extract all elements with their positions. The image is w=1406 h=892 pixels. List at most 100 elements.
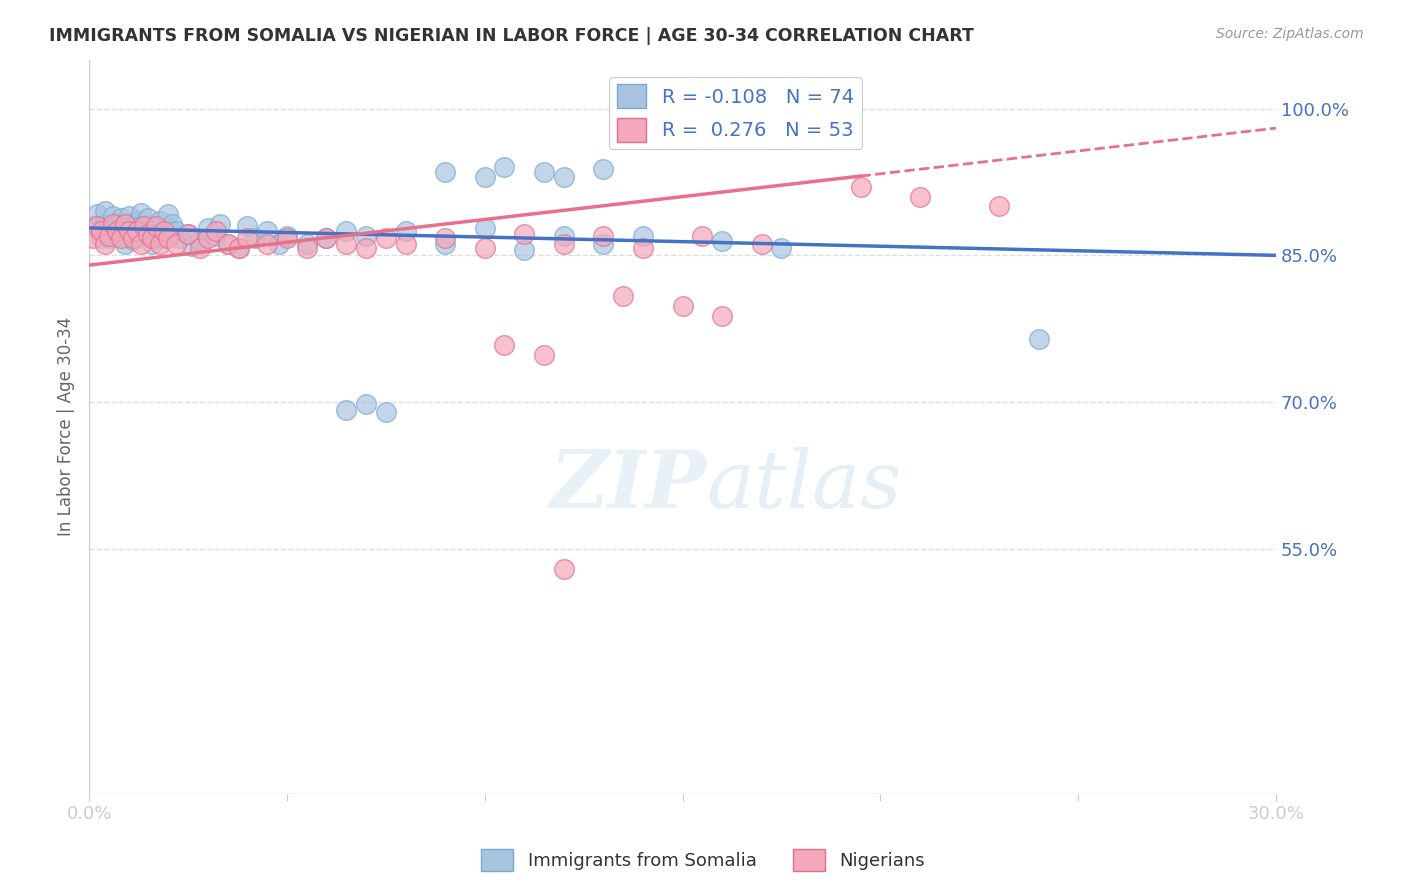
Point: [165, 224, 187, 238]
Y-axis label: In Labor Force | Age 30-34: In Labor Force | Age 30-34: [58, 317, 75, 536]
Point: [97, 228, 120, 243]
Point: [671, 299, 693, 313]
Point: [592, 162, 614, 177]
Point: [553, 236, 575, 251]
Point: [335, 236, 357, 251]
Point: [315, 231, 337, 245]
Point: [157, 231, 180, 245]
Point: [129, 219, 152, 233]
Point: [86, 219, 108, 233]
Point: [97, 221, 120, 235]
Point: [631, 228, 654, 243]
Point: [188, 234, 211, 248]
Point: [217, 236, 239, 251]
Point: [228, 240, 250, 254]
Point: [157, 221, 180, 235]
Point: [690, 228, 713, 243]
Point: [157, 207, 180, 221]
Point: [82, 231, 104, 245]
Point: [188, 240, 211, 254]
Point: [177, 227, 200, 241]
Point: [374, 405, 396, 419]
Point: [101, 227, 124, 241]
Point: [82, 219, 104, 233]
Point: [354, 228, 377, 243]
Point: [553, 228, 575, 243]
Point: [90, 224, 112, 238]
Point: [256, 236, 278, 251]
Point: [149, 228, 172, 243]
Point: [908, 189, 931, 203]
Point: [1028, 332, 1050, 346]
Point: [751, 236, 773, 251]
Point: [145, 221, 167, 235]
Point: [138, 211, 160, 226]
Point: [770, 240, 793, 254]
Point: [197, 221, 219, 235]
Point: [434, 231, 457, 245]
Point: [110, 224, 132, 238]
Point: [267, 236, 290, 251]
Point: [256, 224, 278, 238]
Point: [494, 161, 516, 175]
Point: [149, 236, 172, 251]
Point: [276, 231, 298, 245]
Point: [474, 221, 496, 235]
Point: [394, 236, 416, 251]
Point: [90, 231, 112, 245]
Point: [177, 227, 200, 241]
Point: [204, 224, 226, 238]
Point: [217, 236, 239, 251]
Point: [97, 231, 120, 245]
Point: [612, 289, 634, 303]
Point: [513, 227, 536, 241]
Point: [276, 228, 298, 243]
Point: [145, 219, 167, 233]
Legend: Immigrants from Somalia, Nigerians: Immigrants from Somalia, Nigerians: [474, 842, 932, 879]
Point: [245, 231, 267, 245]
Point: [101, 217, 124, 231]
Point: [169, 231, 191, 245]
Point: [208, 217, 231, 231]
Point: [228, 240, 250, 254]
Point: [117, 209, 139, 223]
Point: [114, 236, 136, 251]
Point: [204, 228, 226, 243]
Point: [711, 309, 734, 323]
Point: [553, 561, 575, 575]
Point: [533, 348, 555, 362]
Point: [138, 228, 160, 243]
Point: [114, 217, 136, 231]
Legend: R = -0.108   N = 74, R =  0.276   N = 53: R = -0.108 N = 74, R = 0.276 N = 53: [609, 77, 862, 149]
Point: [149, 214, 172, 228]
Point: [513, 244, 536, 258]
Point: [125, 227, 148, 241]
Point: [114, 217, 136, 231]
Point: [295, 236, 318, 251]
Point: [849, 179, 872, 194]
Point: [117, 224, 139, 238]
Text: IMMIGRANTS FROM SOMALIA VS NIGERIAN IN LABOR FORCE | AGE 30-34 CORRELATION CHART: IMMIGRANTS FROM SOMALIA VS NIGERIAN IN L…: [49, 27, 974, 45]
Point: [494, 338, 516, 352]
Point: [553, 169, 575, 184]
Point: [141, 236, 163, 251]
Point: [295, 240, 318, 254]
Point: [335, 224, 357, 238]
Point: [121, 231, 143, 245]
Point: [129, 236, 152, 251]
Point: [354, 397, 377, 411]
Point: [474, 240, 496, 254]
Point: [134, 219, 156, 233]
Point: [988, 199, 1011, 213]
Point: [374, 231, 396, 245]
Point: [141, 224, 163, 238]
Point: [138, 227, 160, 241]
Point: [105, 217, 128, 231]
Point: [434, 165, 457, 179]
Point: [94, 204, 117, 219]
Point: [434, 236, 457, 251]
Point: [236, 219, 259, 233]
Point: [335, 403, 357, 417]
Point: [125, 224, 148, 238]
Point: [533, 165, 555, 179]
